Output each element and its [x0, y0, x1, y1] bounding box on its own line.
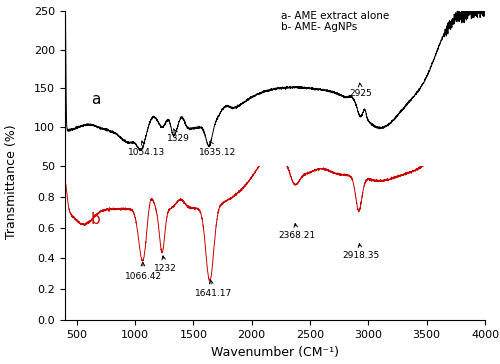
X-axis label: Wavenumber (CM⁻¹): Wavenumber (CM⁻¹): [211, 345, 339, 359]
Text: 1066.42: 1066.42: [124, 262, 162, 281]
Text: b: b: [90, 213, 101, 228]
Text: 1641.17: 1641.17: [194, 280, 232, 298]
Text: 1054.13: 1054.13: [128, 141, 165, 157]
Text: 2925: 2925: [350, 83, 372, 98]
Text: 2368.21: 2368.21: [278, 223, 316, 240]
Text: 1635.12: 1635.12: [199, 142, 236, 157]
Text: a: a: [90, 92, 100, 107]
Text: 1232: 1232: [154, 256, 177, 273]
Text: 2918.35: 2918.35: [342, 244, 380, 260]
Text: Transmittance (%): Transmittance (%): [5, 125, 18, 239]
Text: b- AME- AgNPs: b- AME- AgNPs: [281, 22, 357, 32]
Text: a- AME extract alone: a- AME extract alone: [281, 11, 389, 21]
Text: 1329: 1329: [168, 128, 190, 143]
